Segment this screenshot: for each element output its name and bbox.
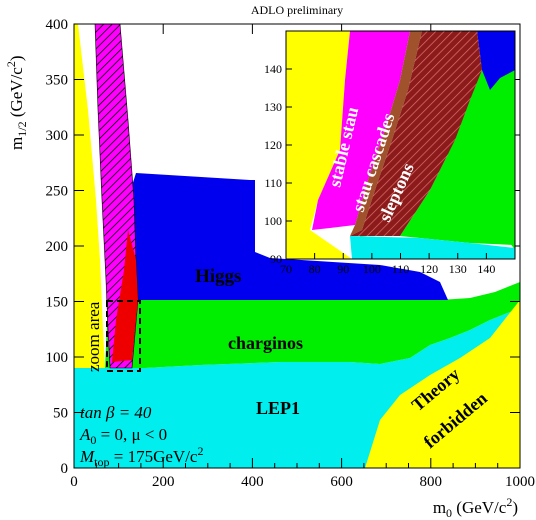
inset-y-tick-label: 120 [264, 138, 282, 152]
charginos-label: charginos [228, 333, 303, 353]
theory-forbidden-region-main [365, 300, 520, 468]
x-axis-ticks: 0 200 400 600 800 1000 [70, 24, 535, 490]
y-tick-label: 400 [46, 17, 69, 33]
inset-chart: 70 80 90 100 110 120 130 140 90100110120130140 … [264, 30, 516, 276]
inset-x-tick-label: 140 [477, 262, 495, 276]
param-a0-mu: A0 = 0, μ < 0 [79, 425, 167, 447]
higgs-region [110, 173, 448, 300]
y-axis-label: m1/2 (GeV/c2) [4, 55, 29, 150]
x-axis-label: m0 (GeV/c2) [433, 495, 518, 520]
x-tick-label: 1000 [505, 474, 535, 490]
sleptons-band [112, 230, 138, 362]
y-tick-label: 0 [61, 461, 69, 477]
x-tick-label: 200 [152, 474, 175, 490]
inset-yellow-region [286, 31, 352, 259]
inset-blue-region [477, 31, 515, 90]
y-tick-label: 350 [46, 73, 69, 89]
x-tick-label: 800 [420, 474, 443, 490]
zoom-box [106, 300, 141, 372]
lep1-label: LEP1 [256, 398, 300, 418]
y-tick-label: 100 [46, 350, 69, 366]
inset-x-axis-ticks: 70 80 90 100 110 120 130 140 [280, 253, 495, 276]
inset-y-tick-label: 90 [270, 252, 282, 266]
y-tick-label: 250 [46, 184, 69, 200]
inset-x-tick-label: 90 [337, 262, 349, 276]
x-tick-label: 0 [70, 474, 78, 490]
param-tanbeta: tan β = 40 [80, 403, 152, 422]
chart-title: ADLO preliminary [251, 3, 343, 17]
inset-x-tick-label: 80 [309, 262, 321, 276]
inset-x-tick-label: 70 [280, 262, 292, 276]
y-tick-label: 50 [53, 406, 68, 422]
inset-sleptons-region [350, 31, 482, 236]
inset-green-main [400, 50, 515, 245]
inset-x-tick-label: 130 [449, 262, 467, 276]
inset-y-tick-label: 100 [264, 214, 282, 228]
charginos-region [105, 282, 520, 368]
inset-y-axis-ticks: 90 100 110 120 130 140 [264, 62, 292, 266]
higgs-label: Higgs [195, 266, 241, 287]
inset-y-tick-label: 110 [264, 176, 282, 190]
x-tick-label: 600 [330, 474, 353, 490]
inset-y-tick-label: 140 [264, 62, 282, 76]
inset-stable-stau-region [312, 31, 410, 230]
inset-stau-cascades-region [350, 31, 422, 236]
inset-cyan-region [350, 236, 515, 259]
inset-x-tick-label: 120 [420, 262, 438, 276]
inset-x-tick-label: 110 [392, 262, 410, 276]
inset-y-tick-label: 130 [264, 100, 282, 114]
y-axis-ticks: 0 50 100 150 200 250 300 350 400 [46, 17, 520, 477]
left-forbidden-region [74, 24, 105, 368]
zoom-area-label: zoom area [84, 301, 103, 372]
theory-forbidden-region [520, 260, 536, 468]
y-tick-label: 300 [46, 128, 69, 144]
param-mtop: Mtop = 175GeV/c2 [79, 444, 203, 469]
inset-x-tick-label: 100 [363, 262, 381, 276]
y-tick-label: 200 [46, 239, 69, 255]
x-tick-label: 400 [241, 474, 264, 490]
y-tick-label: 150 [46, 295, 69, 311]
